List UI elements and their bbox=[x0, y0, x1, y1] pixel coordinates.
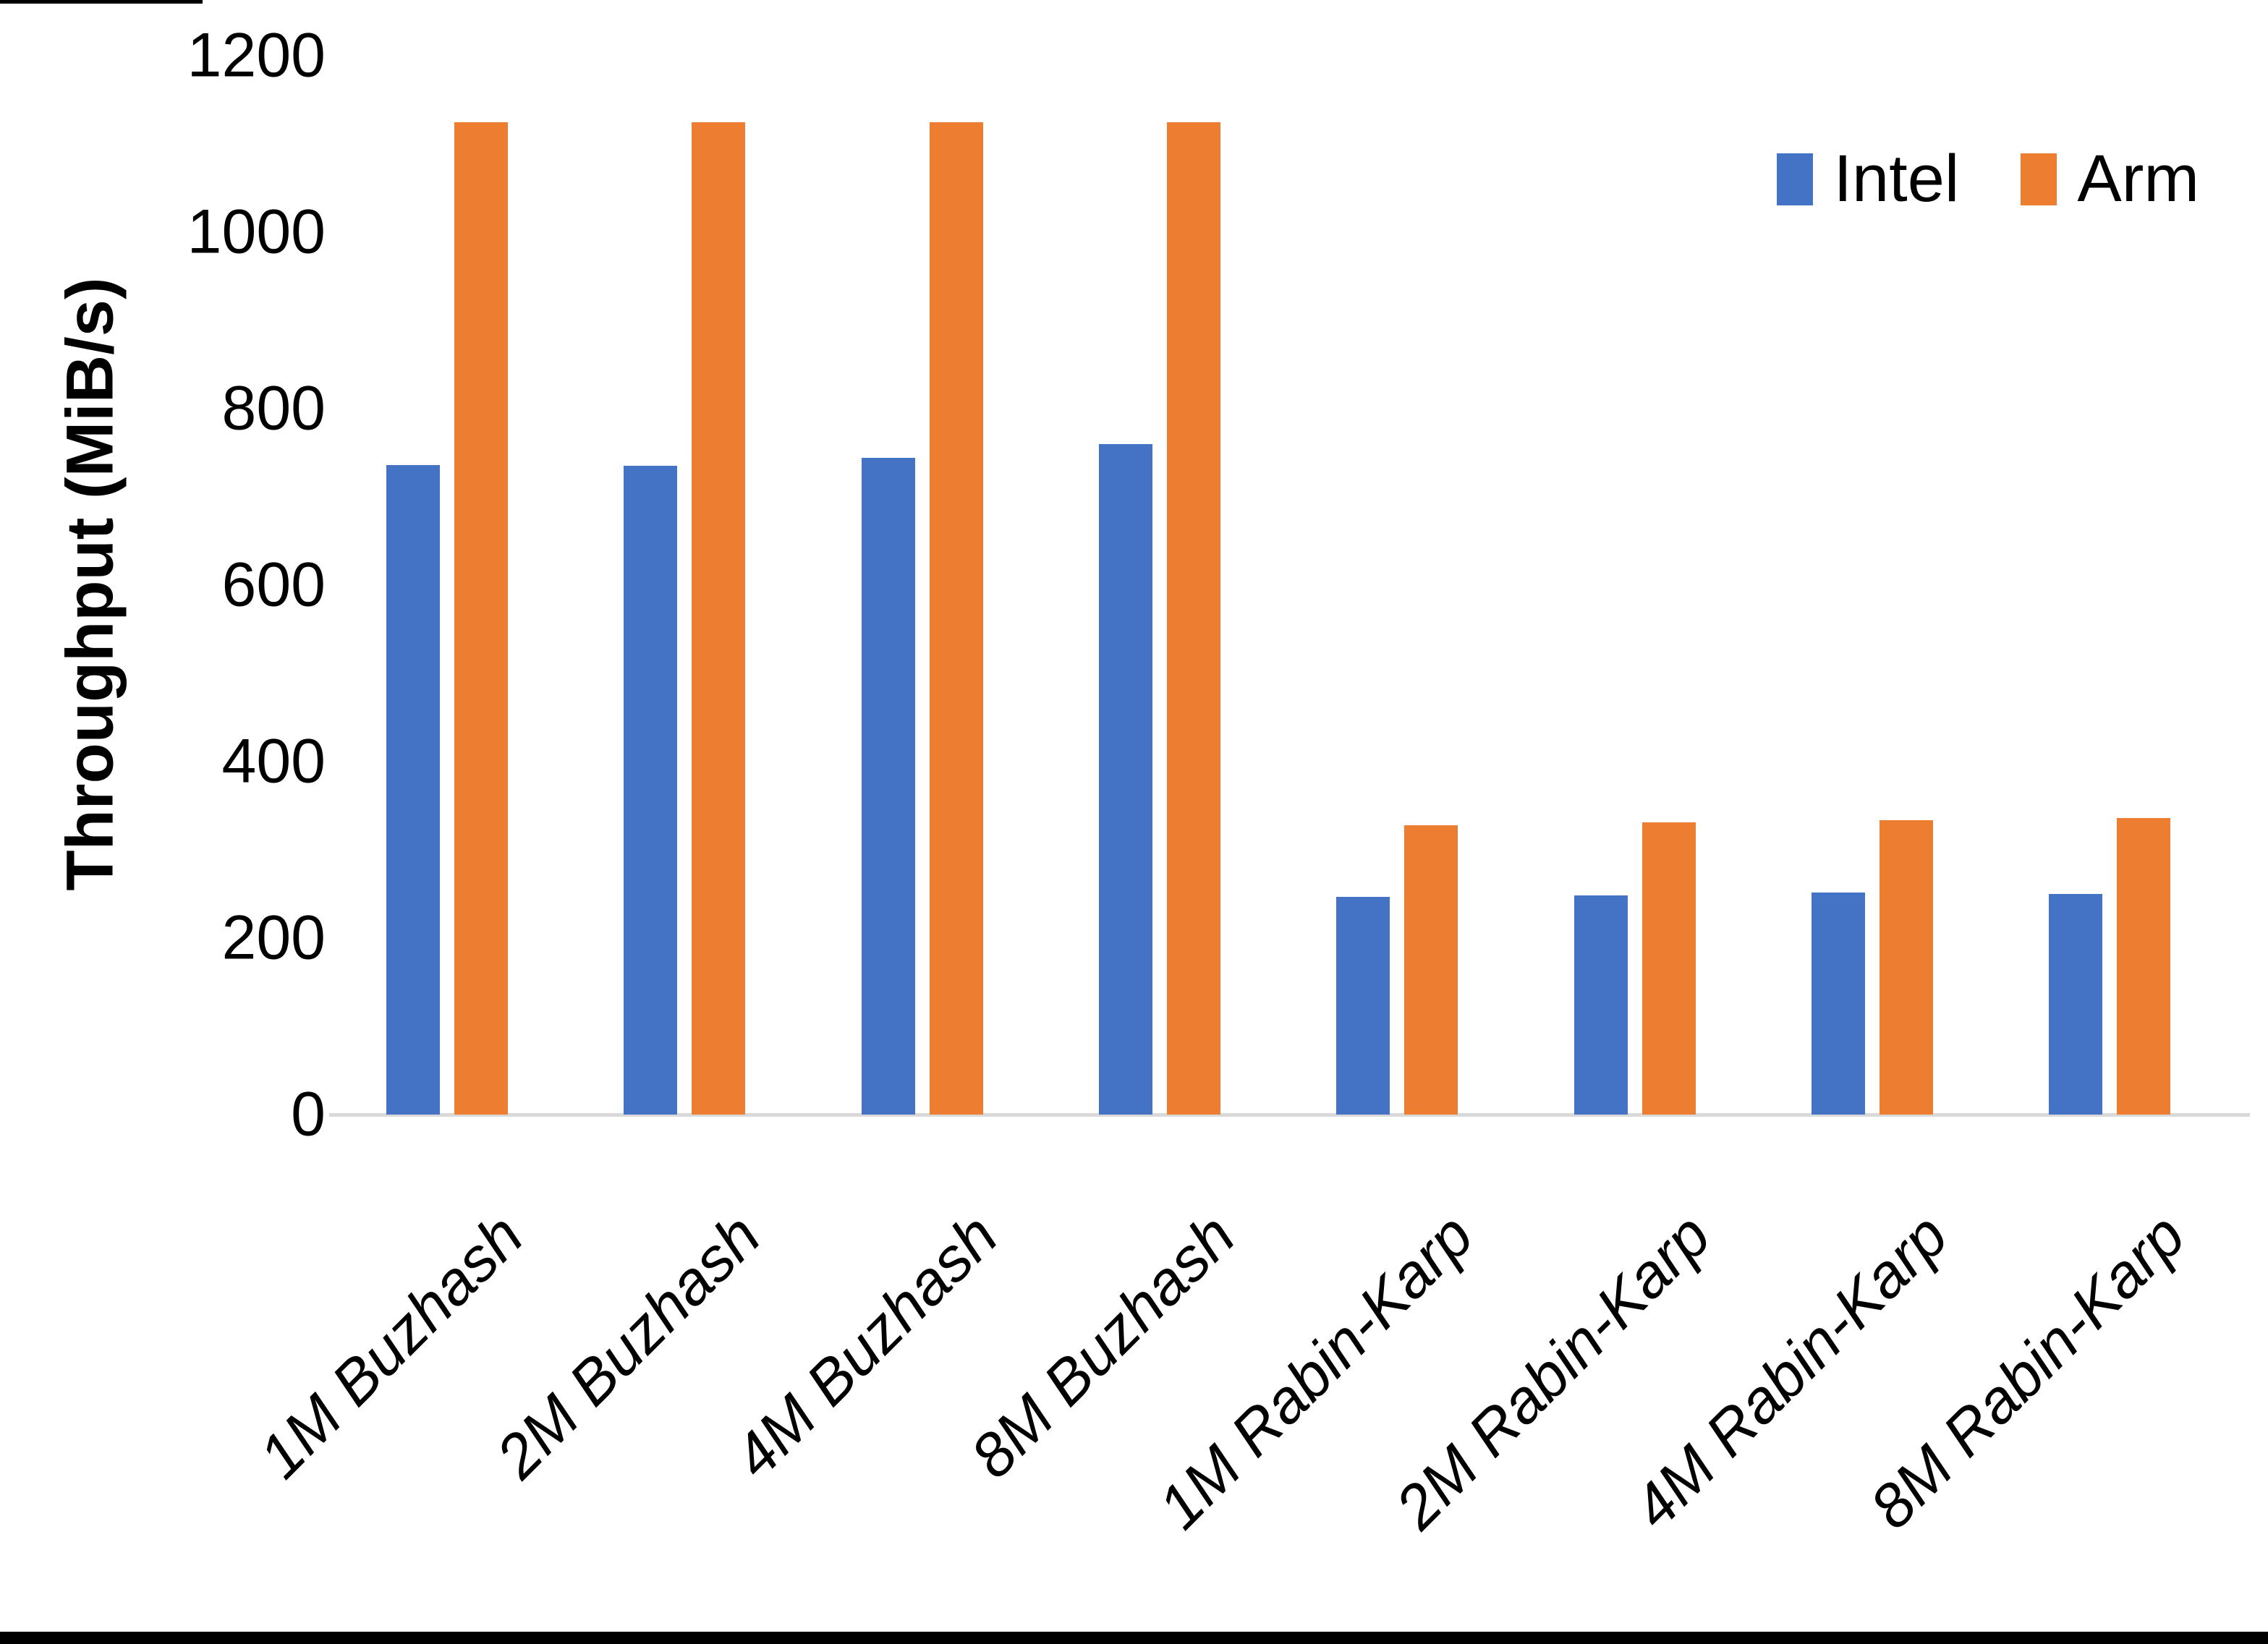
bar-arm-8m-rabin-karp bbox=[2117, 818, 2171, 1115]
legend-swatch-arm bbox=[2021, 153, 2057, 205]
y-tick-label-400: 400 bbox=[221, 726, 326, 796]
legend: Intel Arm bbox=[1777, 141, 2199, 217]
bar-arm-2m-buzhash bbox=[692, 122, 746, 1115]
legend-label-intel: Intel bbox=[1833, 142, 1960, 216]
bar-intel-2m-rabin-karp bbox=[1573, 895, 1628, 1115]
legend-swatch-intel bbox=[1777, 153, 1814, 205]
bar-intel-8m-buzhash bbox=[1098, 443, 1152, 1115]
bar-arm-4m-buzhash bbox=[929, 122, 983, 1115]
bar-arm-1m-rabin-karp bbox=[1404, 825, 1458, 1115]
bar-arm-1m-buzhash bbox=[454, 122, 508, 1115]
bar-intel-2m-buzhash bbox=[624, 466, 678, 1115]
y-tick-label-1200: 1200 bbox=[187, 20, 326, 90]
y-tick-label-200: 200 bbox=[221, 903, 326, 973]
top-edge-border bbox=[0, 0, 203, 4]
y-tick-label-600: 600 bbox=[221, 550, 326, 620]
x-axis-line bbox=[329, 1113, 2250, 1117]
legend-item-intel: Intel bbox=[1777, 141, 1959, 217]
bar-arm-2m-rabin-karp bbox=[1641, 822, 1696, 1115]
legend-label-arm: Arm bbox=[2077, 142, 2199, 216]
bottom-edge-border bbox=[0, 1632, 2268, 1644]
bar-intel-1m-buzhash bbox=[386, 465, 440, 1115]
y-tick-label-1000: 1000 bbox=[187, 197, 326, 267]
bar-intel-1m-rabin-karp bbox=[1336, 896, 1390, 1115]
bar-arm-4m-rabin-karp bbox=[1879, 819, 1933, 1115]
bar-intel-8m-rabin-karp bbox=[2049, 894, 2103, 1115]
bar-intel-4m-rabin-karp bbox=[1811, 892, 1865, 1115]
bar-arm-8m-buzhash bbox=[1166, 122, 1220, 1115]
legend-item-arm: Arm bbox=[2021, 141, 2199, 217]
y-tick-label-0: 0 bbox=[291, 1079, 326, 1149]
bar-intel-4m-buzhash bbox=[861, 458, 915, 1115]
y-tick-label-800: 800 bbox=[221, 373, 326, 443]
